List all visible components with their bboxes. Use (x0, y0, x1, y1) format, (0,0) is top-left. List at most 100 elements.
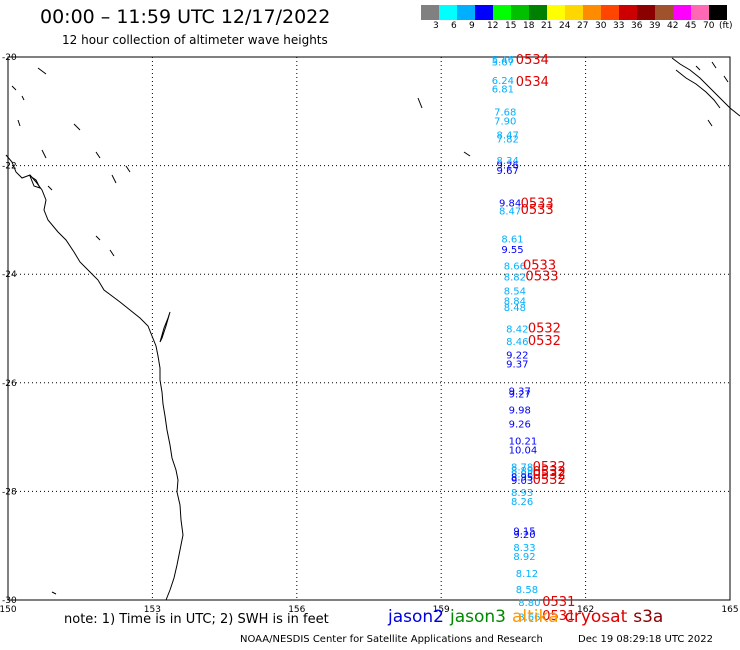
wave-height-label: 8.98 (511, 469, 533, 480)
legend-label: 30 (595, 21, 607, 31)
legend-swatch (493, 5, 511, 20)
wave-height-label: 8.47 (497, 131, 519, 142)
reef-segment (11, 85, 17, 91)
pass-time-label: 0534 (516, 75, 549, 90)
y-tick-label: -24 (2, 270, 17, 280)
generated-timestamp: Dec 19 08:29:18 UTC 2022 (578, 634, 713, 645)
wave-height-label: 8.80 (518, 598, 540, 609)
wave-height-label: 8.82 (504, 272, 526, 283)
wave-height-label: 9.03 (511, 476, 533, 487)
coastal-island-1 (28, 174, 41, 189)
y-tick-label: -30 (2, 596, 17, 606)
wave-height-label: 9.84 (499, 199, 521, 210)
pass-time-labels: 0534053405330533053305330532053205320532… (516, 53, 576, 624)
legend-label: 6 (451, 21, 457, 31)
wave-height-label: 8.66 (518, 612, 540, 623)
color-legend-labels: 3 6 9 12 15 18 21 24 27 30 33 36 39 42 45 70 (ft) (421, 21, 740, 33)
wave-height-label: 6.81 (492, 84, 514, 95)
wave-height-label: 8.66 (504, 262, 526, 273)
loyalty-islands (707, 119, 713, 127)
reef-segment (109, 249, 115, 257)
pass-time-label: 0534 (516, 53, 549, 68)
legend-swatch (709, 5, 727, 20)
legend-label: 24 (559, 21, 571, 31)
legend-label: 70 (703, 21, 715, 31)
legend-label: 18 (523, 21, 535, 31)
legend-swatch (457, 5, 475, 20)
wave-height-label: 8.95 (511, 473, 533, 484)
satellite-legend: jason2 jason3 altika cryosat s3a (388, 607, 669, 627)
wave-height-label: 9.27 (509, 390, 531, 401)
loyalty-islands (711, 61, 717, 69)
footer-note: note: 1) Time is in UTC; 2) SWH is in fe… (64, 612, 329, 627)
wave-height-label: 9.26 (509, 420, 531, 431)
wave-height-label: 10.04 (509, 446, 538, 457)
loyalty-islands (695, 65, 701, 71)
legend-swatch (583, 5, 601, 20)
wave-height-label: 8.58 (516, 585, 538, 596)
legend-label: 21 (541, 21, 553, 31)
wave-height-label: 8.12 (516, 569, 538, 580)
y-tick-label: -22 (2, 162, 17, 172)
wave-height-label: 10.21 (509, 436, 538, 447)
wave-height-label: 8.34 (497, 156, 519, 167)
pass-time-label: 0532 (528, 321, 561, 336)
reef-segment (41, 149, 47, 159)
axis-tick-labels: 150 153 156 159 162 165 -20 -22 -24 -26 -28 -30 (0, 53, 739, 615)
wave-height-label: 8.54 (504, 286, 526, 297)
pass-time-label: 0531 (542, 595, 575, 610)
legend-swatch (565, 5, 583, 20)
reef-segment (417, 97, 423, 109)
legend-swatch (673, 5, 691, 20)
wave-height-label: 8.26 (511, 497, 533, 508)
pass-time-label: 0533 (523, 258, 556, 273)
legend-label: 45 (685, 21, 697, 31)
wave-height-label: 8.47 (499, 207, 521, 218)
pass-time-label: 0532 (533, 465, 566, 480)
x-tick-label: 162 (577, 605, 594, 615)
lat-lon-grid (7, 56, 731, 601)
reef-segment (21, 95, 25, 101)
wave-height-label: 9.67 (497, 166, 519, 177)
wave-height-label: 8.84 (504, 296, 526, 307)
new-caledonia-outline (675, 69, 721, 109)
wave-height-label: 8.61 (501, 234, 523, 245)
satellite-name: cryosat (564, 607, 628, 627)
reef-segment (125, 165, 131, 173)
legend-label: (ft) (719, 21, 733, 31)
y-tick-label: -26 (2, 379, 17, 389)
legend-swatch (619, 5, 637, 20)
wave-height-label: 8.48 (504, 303, 526, 314)
map-frame (7, 56, 731, 601)
wave-height-label: 5.67 (492, 57, 514, 68)
pass-time-label: 0533 (521, 203, 554, 218)
legend-swatch (421, 5, 439, 20)
reef-segment (463, 151, 471, 157)
reef-segment (95, 151, 101, 159)
pass-time-label: 0532 (533, 468, 566, 483)
wave-height-label: 8.89 (511, 466, 533, 477)
wave-height-label: 9.37 (509, 386, 531, 397)
wave-height-label: 9.20 (513, 530, 535, 541)
wave-height-label: 9.22 (506, 351, 528, 362)
satellite-name: altika (512, 607, 559, 627)
legend-label: 42 (667, 21, 679, 31)
legend-swatch (475, 5, 493, 20)
reef-segment (111, 174, 117, 184)
pass-time-label: 0532 (528, 334, 561, 349)
legend-label: 39 (649, 21, 661, 31)
x-tick-label: 159 (433, 605, 450, 615)
wave-height-label: 7.90 (494, 117, 516, 128)
pass-time-label: 0532 (533, 460, 566, 475)
reef-segment (37, 67, 47, 75)
legend-swatch (529, 5, 547, 20)
satellite-name: s3a (633, 607, 664, 627)
legend-swatch (547, 5, 565, 20)
reef-segment (17, 119, 21, 127)
wave-height-label: 7.82 (497, 134, 519, 145)
wave-height-label: 8.42 (506, 325, 528, 336)
legend-swatch (511, 5, 529, 20)
x-tick-label: 150 (0, 605, 17, 615)
coastline (5, 57, 740, 601)
